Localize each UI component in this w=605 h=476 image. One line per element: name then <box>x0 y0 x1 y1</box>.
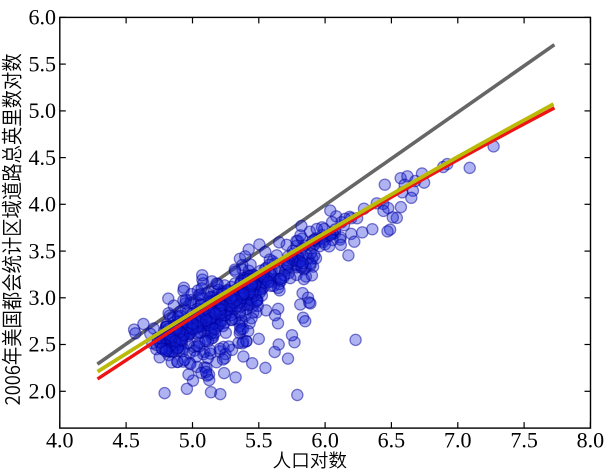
svg-text:4.5: 4.5 <box>29 145 57 170</box>
svg-text:7.0: 7.0 <box>444 427 472 452</box>
svg-text:6.0: 6.0 <box>29 5 57 30</box>
svg-text:5.5: 5.5 <box>29 51 57 76</box>
svg-text:5.0: 5.0 <box>29 98 57 123</box>
svg-text:6.0: 6.0 <box>311 427 339 452</box>
svg-text:5.5: 5.5 <box>245 427 273 452</box>
svg-text:7.5: 7.5 <box>510 427 538 452</box>
svg-text:4.0: 4.0 <box>29 192 57 217</box>
svg-text:3.0: 3.0 <box>29 285 57 310</box>
svg-text:4.0: 4.0 <box>46 427 74 452</box>
svg-text:4.5: 4.5 <box>112 427 140 452</box>
svg-text:5.0: 5.0 <box>179 427 207 452</box>
svg-text:2.5: 2.5 <box>29 332 57 357</box>
svg-text:3.5: 3.5 <box>29 238 57 263</box>
svg-text:2.0: 2.0 <box>29 379 57 404</box>
svg-text:8.0: 8.0 <box>577 427 605 452</box>
svg-text:6.5: 6.5 <box>378 427 406 452</box>
